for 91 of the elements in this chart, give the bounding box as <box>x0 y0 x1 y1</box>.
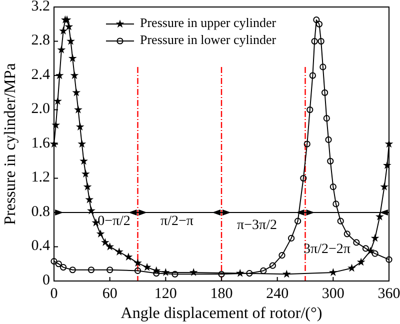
point <box>172 270 178 278</box>
point <box>282 270 291 278</box>
point <box>55 71 64 80</box>
point <box>278 252 286 259</box>
point <box>66 36 75 45</box>
y-tick-label: 2.4 <box>31 66 50 83</box>
point <box>88 266 95 274</box>
annotation: 3π/2−2π <box>304 242 350 258</box>
point <box>114 247 124 256</box>
point <box>81 170 90 178</box>
y-tick-label: 0 <box>42 272 50 288</box>
point <box>311 38 318 45</box>
point <box>313 16 320 24</box>
point <box>321 89 328 96</box>
y-tick-label: 0.8 <box>31 204 50 220</box>
annotation: π/2−π <box>160 214 194 230</box>
x-tick-label: 240 <box>266 286 289 302</box>
y-tick-label: 3.2 <box>31 0 50 14</box>
annotation: π−3π/2 <box>237 218 277 234</box>
point <box>68 54 77 62</box>
point <box>375 212 384 220</box>
point <box>386 256 392 263</box>
point <box>320 64 326 70</box>
point <box>134 258 142 267</box>
point <box>106 242 114 250</box>
x-tick-label: 360 <box>378 286 400 302</box>
point <box>330 184 336 190</box>
point <box>300 174 307 182</box>
point <box>294 218 302 224</box>
point <box>59 26 68 35</box>
point <box>78 140 86 148</box>
point <box>318 38 324 45</box>
point <box>332 200 340 208</box>
point <box>64 22 74 30</box>
point <box>337 218 344 224</box>
x-axis-title: Angle displacement of rotor/(°) <box>120 305 322 322</box>
point <box>380 182 389 190</box>
point <box>76 122 84 130</box>
point <box>72 88 81 96</box>
point <box>100 238 110 246</box>
point <box>288 234 295 242</box>
point <box>309 72 316 79</box>
x-tick-label: 60 <box>102 286 118 302</box>
point <box>323 115 330 122</box>
point <box>327 158 334 164</box>
legend-label: Pressure in lower cylinder <box>140 32 277 47</box>
point <box>153 270 160 277</box>
point <box>328 268 338 276</box>
point <box>54 96 62 105</box>
point <box>348 264 356 272</box>
legend-label: Pressure in upper cylinder <box>140 14 277 30</box>
point <box>85 195 94 204</box>
point <box>218 270 225 278</box>
point <box>344 230 350 238</box>
point <box>269 262 276 269</box>
x-tick-label: 300 <box>322 286 344 302</box>
y-tick-label: 2.8 <box>31 32 50 49</box>
point <box>50 258 58 265</box>
point <box>316 20 323 28</box>
point <box>124 252 133 261</box>
point <box>260 267 267 274</box>
point <box>362 245 370 252</box>
point <box>304 140 310 148</box>
y-tick-label: 2.0 <box>31 101 50 118</box>
point <box>69 266 76 274</box>
y-tick-label: 1.6 <box>31 135 50 152</box>
y-axis-title: Pressure in cylinder/MPa <box>2 63 19 225</box>
point <box>372 250 378 257</box>
point <box>80 156 88 165</box>
point <box>96 229 105 238</box>
point <box>134 267 142 274</box>
point <box>325 136 332 144</box>
x-tick-label: 120 <box>154 286 177 302</box>
point <box>74 105 82 114</box>
annotation: 0−π/2 <box>98 214 130 230</box>
point <box>306 106 314 114</box>
y-tick-label: 1.2 <box>31 170 50 186</box>
point <box>353 239 360 246</box>
point <box>55 260 62 268</box>
point <box>57 45 66 54</box>
point <box>60 264 67 271</box>
point <box>246 270 253 277</box>
point <box>356 258 366 266</box>
point <box>87 206 96 214</box>
point <box>70 71 79 80</box>
point <box>142 262 152 271</box>
point <box>106 266 114 274</box>
x-tick-label: 180 <box>210 286 233 302</box>
y-tick-label: 0.4 <box>31 238 50 254</box>
point <box>83 182 92 190</box>
point <box>370 234 380 242</box>
